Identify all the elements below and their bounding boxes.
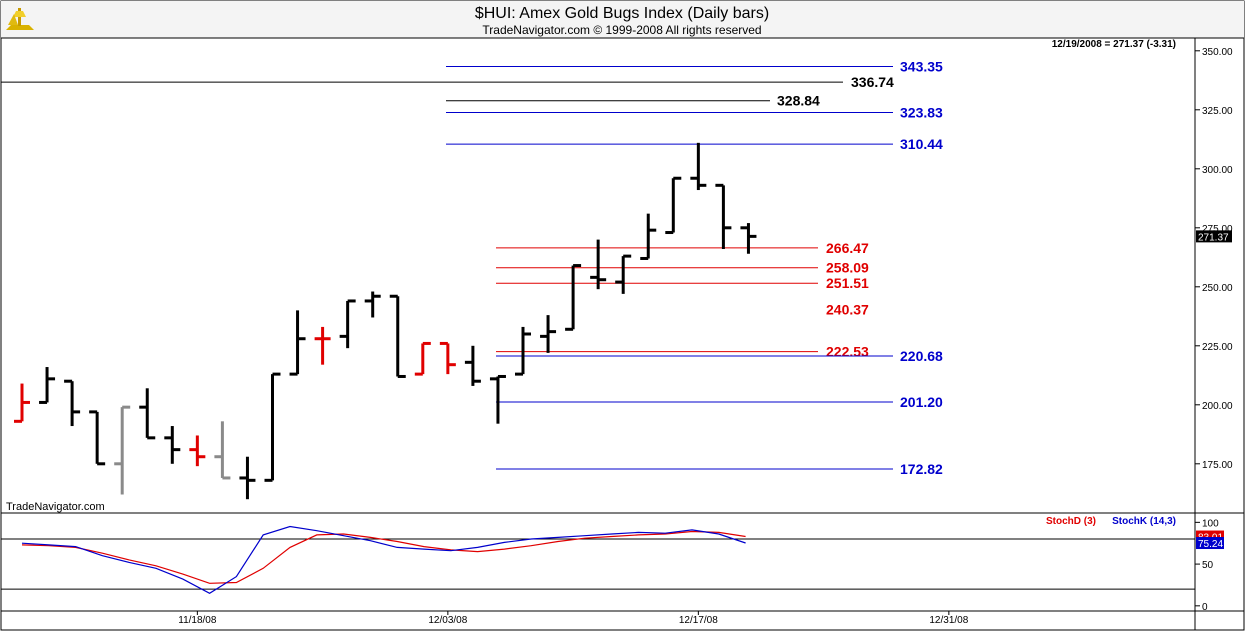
stoch-y-tick-label: 0	[1202, 602, 1208, 613]
stoch-y-tick-label: 100	[1202, 518, 1219, 529]
x-tick-label: 12/31/08	[929, 615, 968, 626]
ohlc-bar	[740, 223, 757, 254]
ohlc-bar	[464, 345, 481, 386]
level-label: 220.68	[900, 348, 943, 364]
x-tick-label: 12/03/08	[428, 615, 467, 626]
y-tick-label: 250.00	[1202, 283, 1233, 294]
ohlc-bar	[139, 388, 156, 440]
ohlc-bar	[439, 341, 456, 375]
stochd-line	[21, 530, 746, 584]
chart-subtitle: TradeNavigator.com © 1999-2008 All right…	[482, 23, 761, 37]
title-bar	[1, 1, 1244, 38]
stochastic-layer: 83.0175.24	[1, 525, 1224, 594]
ohlc-bar	[64, 379, 81, 427]
ohlc-bar	[39, 367, 56, 404]
y-tick-label: 325.00	[1202, 106, 1233, 117]
ohlc-bar	[640, 213, 657, 260]
stochk-legend: StochK (14,3)	[1112, 516, 1176, 527]
level-label: 343.35	[900, 58, 943, 74]
y-tick-label: 175.00	[1202, 460, 1233, 471]
ohlc-bar	[515, 326, 531, 376]
level-label: 172.82	[900, 461, 943, 477]
axis-layer: 175.00 200.00 225.00 250.00 275.00 300.00 325.…	[178, 47, 1233, 626]
ohlc-bar	[489, 374, 506, 424]
ohlc-bar	[239, 456, 256, 500]
ohlc-bar	[89, 410, 106, 466]
ohlc-bar	[189, 435, 206, 467]
level-label: 258.09	[826, 260, 869, 276]
levels-layer: 343.35 336.74 328.84 323.83 310.44 266.47 258.…	[1, 58, 943, 477]
level-label: 336.74	[851, 74, 894, 90]
ohlc-bar	[565, 264, 582, 331]
ohlc-bar	[289, 310, 306, 376]
ohlc-bar	[615, 254, 632, 294]
bars-layer	[14, 142, 757, 500]
trade-navigator-logo-icon	[6, 8, 34, 30]
level-label: 201.20	[900, 394, 943, 410]
stochk-line	[21, 525, 746, 594]
last-price-info: 12/19/2008 = 271.37 (-3.31)	[1052, 39, 1176, 50]
ohlc-bar	[114, 405, 131, 495]
level-label: 310.44	[900, 136, 943, 152]
ohlc-bar	[214, 421, 231, 480]
watermark-text: TradeNavigator.com	[6, 501, 105, 513]
ohlc-bar	[665, 176, 682, 235]
ohlc-bar	[339, 299, 356, 349]
ohlc-bar	[540, 315, 557, 353]
stochk-last-label: 75.24	[1198, 539, 1223, 550]
y-tick-label: 225.00	[1202, 342, 1233, 353]
ohlc-bar	[264, 372, 281, 482]
last-value-box	[1196, 230, 1232, 243]
x-tick-label: 12/17/08	[679, 615, 718, 626]
ohlc-bar	[314, 326, 331, 365]
ohlc-bar	[590, 239, 607, 290]
stoch-y-tick-label: 50	[1202, 560, 1214, 571]
ohlc-bar	[389, 294, 406, 378]
ohlc-bar	[715, 183, 732, 250]
level-label: 266.47	[826, 240, 869, 256]
stochk-last-box	[1196, 537, 1224, 550]
level-label: 323.83	[900, 105, 943, 121]
last-value-label: 271.37	[1198, 232, 1229, 243]
stochd-legend: StochD (3)	[1046, 516, 1096, 527]
ohlc-bar	[164, 426, 181, 464]
chart-title: $HUI: Amex Gold Bugs Index (Daily bars)	[475, 5, 769, 22]
y-tick-label: 350.00	[1202, 47, 1233, 58]
ohlc-bar	[414, 341, 431, 376]
level-label: 251.51	[826, 275, 869, 291]
y-tick-label: 300.00	[1202, 165, 1233, 176]
y-tick-label: 200.00	[1202, 401, 1233, 412]
x-tick-label: 11/18/08	[178, 615, 217, 626]
level-label: 328.84	[777, 93, 820, 109]
ohlc-bar	[14, 383, 30, 423]
ohlc-bar	[364, 291, 381, 318]
level-label: 240.37	[826, 302, 869, 318]
y-tick-label: 275.00	[1202, 224, 1233, 235]
level-label: 222.53	[826, 344, 869, 360]
ohlc-bar	[690, 142, 707, 191]
